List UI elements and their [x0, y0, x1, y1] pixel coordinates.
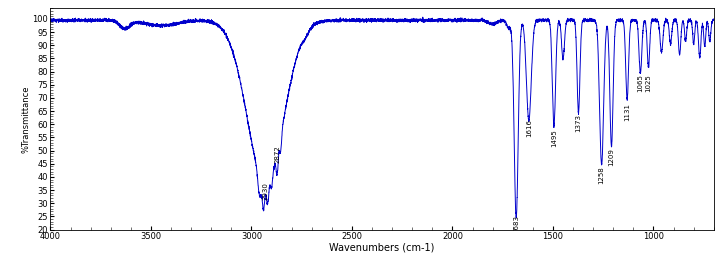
X-axis label: Wavenumbers (cm-1): Wavenumbers (cm-1)	[329, 243, 435, 253]
Text: 1495: 1495	[551, 130, 557, 147]
Text: 1258: 1258	[598, 166, 605, 184]
Text: 1131: 1131	[624, 103, 630, 121]
Text: 1065: 1065	[637, 74, 643, 92]
Y-axis label: %Transmittance: %Transmittance	[22, 85, 30, 153]
Text: 1373: 1373	[575, 114, 582, 132]
Text: 1025: 1025	[645, 74, 652, 92]
Text: 2930: 2930	[262, 182, 268, 200]
Text: 1616: 1616	[526, 119, 533, 137]
Text: 2872: 2872	[274, 145, 280, 163]
Text: 1683: 1683	[513, 215, 519, 233]
Text: 1209: 1209	[609, 148, 614, 166]
